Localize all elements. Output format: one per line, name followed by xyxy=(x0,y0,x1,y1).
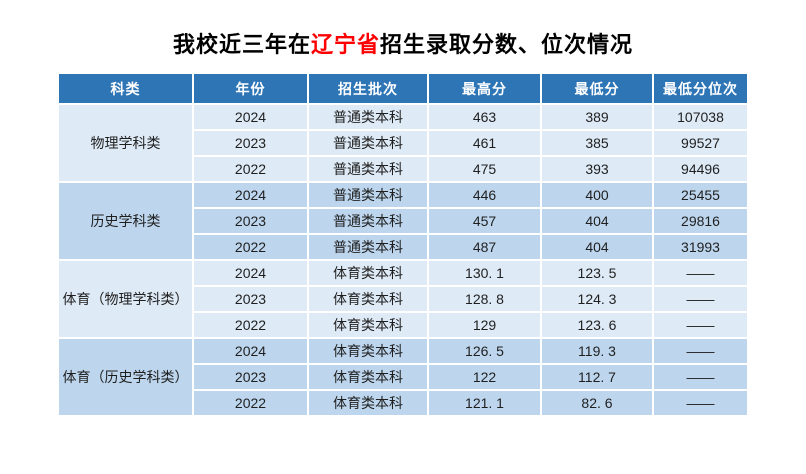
column-header-batch: 招生批次 xyxy=(307,72,429,105)
cell-batch: 普通类本科 xyxy=(307,155,429,183)
cell-min-rank: —— xyxy=(652,337,749,365)
cell-year: 2022 xyxy=(192,389,309,417)
cell-year: 2022 xyxy=(192,155,309,183)
table-row: 2023 体育类本科 128. 8 124. 3 —— xyxy=(58,285,749,313)
cell-max-score: 463 xyxy=(427,103,542,131)
cell-min-score: 404 xyxy=(540,233,654,261)
table-row: 2023 体育类本科 122 112. 7 —— xyxy=(58,363,749,391)
cell-batch: 体育类本科 xyxy=(307,337,429,365)
cell-min-score: 119. 3 xyxy=(540,337,654,365)
cell-min-rank: 99527 xyxy=(652,129,749,157)
cell-batch: 普通类本科 xyxy=(307,233,429,261)
title-suffix: 招生录取分数、位次情况 xyxy=(380,32,634,57)
table-row: 2023 普通类本科 461 385 99527 xyxy=(58,129,749,157)
cell-min-score: 385 xyxy=(540,129,654,157)
cell-batch: 体育类本科 xyxy=(307,259,429,287)
cell-max-score: 446 xyxy=(427,181,542,209)
cell-min-score: 123. 5 xyxy=(540,259,654,287)
table-row: 体育（历史学科类） 2024 体育类本科 126. 5 119. 3 —— xyxy=(57,337,749,417)
column-header-min-rank: 最低分位次 xyxy=(652,72,749,105)
cell-category: 体育（历史学科类） xyxy=(57,337,194,417)
cell-year: 2023 xyxy=(192,207,309,235)
cell-category: 物理学科类 xyxy=(57,103,194,183)
cell-year: 2024 xyxy=(192,337,309,365)
cell-max-score: 126. 5 xyxy=(427,337,542,365)
cell-min-rank: 107038 xyxy=(652,103,749,131)
cell-min-rank: 25455 xyxy=(652,181,749,209)
cell-batch: 普通类本科 xyxy=(307,103,429,131)
cell-year: 2023 xyxy=(192,363,309,391)
cell-batch: 体育类本科 xyxy=(307,363,429,391)
table-row: 2022 体育类本科 129 123. 6 —— xyxy=(58,311,749,339)
cell-max-score: 121. 1 xyxy=(427,389,542,417)
cell-max-score: 461 xyxy=(427,129,542,157)
cell-min-score: 400 xyxy=(540,181,654,209)
cell-year: 2024 xyxy=(192,181,309,209)
cell-year: 2024 xyxy=(192,103,309,131)
cell-batch: 普通类本科 xyxy=(307,129,429,157)
cell-batch: 体育类本科 xyxy=(307,389,429,417)
cell-year: 2022 xyxy=(192,233,309,261)
cell-max-score: 129 xyxy=(427,311,542,339)
cell-year: 2023 xyxy=(192,129,309,157)
cell-max-score: 487 xyxy=(427,233,542,261)
column-header-max-score: 最高分 xyxy=(427,72,542,105)
cell-min-score: 123. 6 xyxy=(540,311,654,339)
table-row: 2022 普通类本科 487 404 31993 xyxy=(58,233,749,261)
cell-min-rank: 31993 xyxy=(652,233,749,261)
title-province-highlight: 辽宁省 xyxy=(310,32,380,57)
cell-category: 历史学科类 xyxy=(57,181,194,261)
table-row: 2023 普通类本科 457 404 29816 xyxy=(58,207,749,235)
table-row: 物理学科类 2024 普通类本科 463 389 107038 xyxy=(57,103,749,183)
cell-max-score: 130. 1 xyxy=(427,259,542,287)
column-header-category: 科类 xyxy=(57,72,194,105)
cell-min-rank: —— xyxy=(652,363,749,391)
cell-min-score: 124. 3 xyxy=(540,285,654,313)
table-row: 2022 普通类本科 475 393 94496 xyxy=(58,155,749,183)
cell-min-score: 393 xyxy=(540,155,654,183)
cell-max-score: 128. 8 xyxy=(427,285,542,313)
cell-batch: 普通类本科 xyxy=(307,181,429,209)
cell-min-rank: —— xyxy=(652,311,749,339)
table-row: 2022 体育类本科 121. 1 82. 6 —— xyxy=(58,389,749,417)
cell-min-rank: —— xyxy=(652,285,749,313)
title-prefix: 我校近三年在 xyxy=(172,32,311,57)
admissions-score-table: 科类 年份 招生批次 最高分 最低分 最低分位次 物理学科类 2024 普通类本… xyxy=(57,72,749,417)
cell-year: 2023 xyxy=(192,285,309,313)
cell-min-score: 112. 7 xyxy=(540,363,654,391)
cell-min-rank: —— xyxy=(652,389,749,417)
column-header-min-score: 最低分 xyxy=(540,72,654,105)
table-row: 体育（物理学科类） 2024 体育类本科 130. 1 123. 5 —— xyxy=(57,259,749,339)
cell-batch: 体育类本科 xyxy=(307,285,429,313)
cell-batch: 体育类本科 xyxy=(307,311,429,339)
cell-min-rank: 29816 xyxy=(652,207,749,235)
cell-max-score: 475 xyxy=(427,155,542,183)
cell-batch: 普通类本科 xyxy=(307,207,429,235)
cell-min-rank: —— xyxy=(652,259,749,287)
cell-year: 2022 xyxy=(192,311,309,339)
header-row: 科类 年份 招生批次 最高分 最低分 最低分位次 xyxy=(57,72,749,105)
table-row: 历史学科类 2024 普通类本科 446 400 25455 xyxy=(57,181,749,261)
cell-max-score: 457 xyxy=(427,207,542,235)
cell-min-score: 389 xyxy=(540,103,654,131)
cell-category: 体育（物理学科类） xyxy=(57,259,194,339)
page-title: 我校近三年在辽宁省招生录取分数、位次情况 xyxy=(0,0,806,59)
cell-max-score: 122 xyxy=(427,363,542,391)
cell-min-score: 404 xyxy=(540,207,654,235)
cell-year: 2024 xyxy=(192,259,309,287)
cell-min-rank: 94496 xyxy=(652,155,749,183)
column-header-year: 年份 xyxy=(192,72,309,105)
cell-min-score: 82. 6 xyxy=(540,389,654,417)
